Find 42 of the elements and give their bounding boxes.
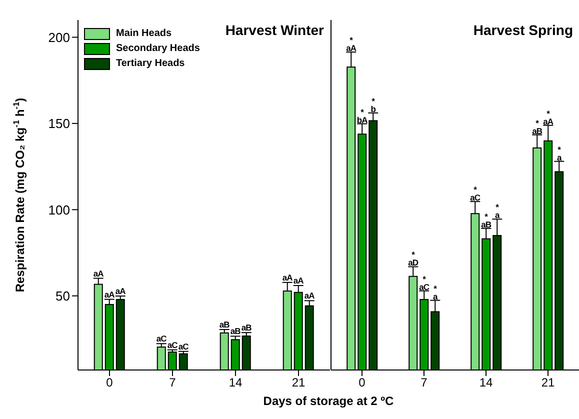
data-label: * aB <box>481 211 492 230</box>
x-tick-label: 21 <box>292 376 306 390</box>
data-label: * a <box>556 144 562 162</box>
data-label: aB <box>230 326 241 336</box>
data-label: aA <box>93 268 104 278</box>
data-label: * bA <box>356 106 368 125</box>
data-label: aA <box>104 289 115 300</box>
y-tick-label: 100 <box>48 202 70 218</box>
data-label: * aD <box>408 250 418 268</box>
x-tick-label: 0 <box>106 376 114 390</box>
legend-label: Secondary Heads <box>116 43 200 54</box>
data-label: aC <box>178 341 189 352</box>
data-label: * aC <box>470 184 480 203</box>
data-label: * aA <box>543 108 554 126</box>
data-label: aB <box>241 322 252 333</box>
x-tick-label: 21 <box>541 376 555 390</box>
legend-label: Tertiary Heads <box>116 58 185 69</box>
x-tick-label: 7 <box>169 376 176 390</box>
data-label: aC <box>167 340 178 350</box>
data-label: * a <box>432 283 438 302</box>
y-tick-label: 200 <box>48 30 70 45</box>
x-tick-label: 14 <box>479 376 493 390</box>
data-label: * b <box>370 96 376 114</box>
data-label: * aB <box>532 118 542 136</box>
x-tick-label: 7 <box>420 376 428 390</box>
data-label: * aC <box>419 274 430 292</box>
y-tick-label: 150 <box>48 116 70 132</box>
chart-title: Harvest Spring <box>473 22 573 38</box>
data-label: aC <box>156 334 167 344</box>
data-label: aA <box>115 286 126 296</box>
data-label: * a <box>494 202 500 220</box>
data-label: aA <box>293 276 304 286</box>
x-tick-label: 0 <box>358 376 366 390</box>
data-label: aA <box>282 272 293 282</box>
legend-label: Main Heads <box>116 28 172 39</box>
data-label: aA <box>304 290 315 301</box>
x-tick-label: 14 <box>228 376 242 390</box>
chart-title: Harvest Winter <box>225 22 324 38</box>
y-tick-label: 50 <box>56 288 70 304</box>
data-label: * aA <box>346 35 356 54</box>
x-axis-title: Days of storage at 2 ºC <box>262 394 395 408</box>
data-label: aB <box>219 319 230 330</box>
